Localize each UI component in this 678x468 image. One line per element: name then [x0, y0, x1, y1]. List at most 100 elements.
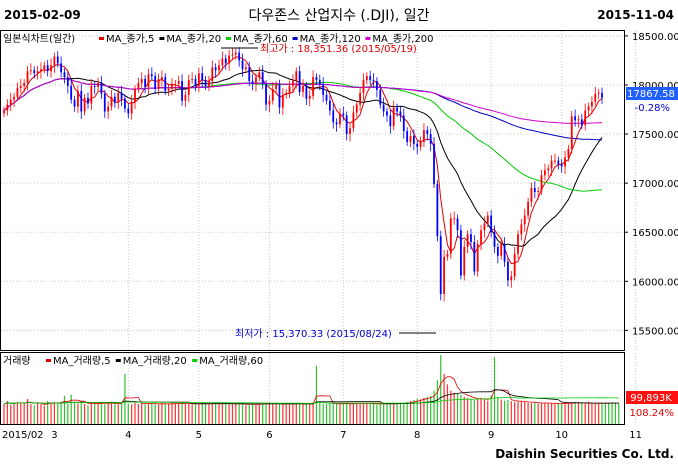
volume-bar — [547, 403, 549, 424]
price-panel — [0, 30, 625, 351]
candle-body — [221, 58, 224, 66]
volume-bar — [409, 401, 412, 424]
volume-bar — [456, 393, 459, 424]
candle-body — [248, 67, 251, 82]
volume-bar — [440, 355, 442, 424]
volume-bar — [530, 403, 533, 424]
low-annotation: 최저가 : 15,370.33 (2015/08/24) — [235, 328, 392, 340]
date-tick-label: 8 — [414, 430, 420, 441]
volume-bar — [372, 403, 375, 424]
candle-body — [77, 90, 79, 107]
volume-bar — [362, 403, 365, 424]
candle-body — [164, 77, 167, 91]
candle-body — [406, 131, 409, 142]
volume-bar — [309, 403, 311, 424]
candle-body — [66, 77, 69, 86]
candle-body — [409, 136, 412, 142]
candle-body — [322, 84, 325, 95]
candle-body — [53, 56, 56, 66]
candle-body — [352, 112, 355, 129]
candle-body — [312, 77, 314, 96]
volume-bar — [433, 390, 435, 424]
volume-bar — [6, 401, 8, 424]
volume-bar — [67, 403, 69, 424]
volume-bar — [97, 403, 99, 424]
volume-current: 99,893K — [630, 393, 672, 404]
volume-bar — [322, 403, 324, 424]
legend-item: MA_종가,20 — [166, 33, 221, 45]
candle-body — [396, 107, 398, 112]
candle-body — [238, 52, 241, 61]
volume-bar — [544, 402, 546, 424]
volume-bar — [399, 402, 402, 424]
candle-body — [490, 215, 493, 233]
candle-body — [453, 218, 456, 220]
volume-bar — [33, 405, 35, 424]
candle-body — [120, 92, 123, 99]
volume-bar — [369, 403, 371, 424]
volume-bar — [154, 403, 156, 424]
candle-body — [547, 168, 550, 171]
candle-body — [574, 116, 577, 121]
volume-bar — [208, 404, 210, 424]
candle-body — [325, 94, 328, 101]
volume-bar — [564, 402, 566, 424]
volume-bar — [141, 403, 143, 424]
volume-bar — [161, 403, 163, 424]
price-tick-label: 17500.00 — [632, 130, 678, 141]
candle-body — [537, 190, 540, 192]
candle-body — [90, 85, 93, 104]
volume-bar — [520, 401, 522, 424]
volume-bar — [332, 403, 334, 424]
volume-legend-item: MA_거래량,60 — [199, 355, 263, 367]
price-tick-label: 16500.00 — [632, 228, 678, 239]
candle-body — [433, 143, 435, 185]
date-tick-label: 5 — [196, 430, 202, 441]
candle-body — [271, 88, 274, 101]
volume-bar — [446, 384, 449, 424]
volume-bar — [278, 404, 281, 424]
volume-bar — [225, 403, 227, 424]
candle-body — [597, 92, 600, 94]
volume-bar — [423, 397, 425, 424]
volume-bar — [453, 392, 455, 424]
volume-bar — [396, 403, 398, 424]
candle-body — [540, 175, 543, 191]
candle-body — [399, 111, 402, 116]
candle-body — [328, 100, 331, 111]
candle-body — [423, 130, 425, 142]
candle-body — [332, 110, 335, 123]
volume-bar — [356, 402, 358, 424]
candle-body — [244, 67, 247, 70]
volume-bar — [460, 394, 462, 424]
candle-body — [533, 188, 536, 192]
candle-body — [224, 58, 227, 64]
candle-body — [113, 96, 116, 103]
volume-bar — [40, 403, 42, 424]
volume-bar — [235, 403, 237, 424]
volume-bar — [87, 405, 89, 424]
candle-body — [379, 89, 382, 105]
candle-body — [43, 65, 46, 70]
price-tick-label: 18500.00 — [632, 32, 678, 43]
volume-bar — [342, 404, 344, 424]
volume-bar — [389, 403, 391, 424]
candle-body — [580, 119, 583, 126]
volume-bar — [366, 403, 368, 424]
candle-body — [402, 115, 405, 132]
candle-body — [513, 253, 516, 277]
volume-bar — [584, 403, 586, 424]
candle-body — [463, 246, 466, 276]
volume-bar — [3, 404, 5, 424]
candle-body — [335, 122, 338, 125]
volume-bar — [335, 403, 338, 424]
candle-body — [426, 130, 429, 135]
candle-body — [520, 224, 523, 235]
volume-bar — [120, 403, 123, 424]
volume-bar — [554, 403, 556, 424]
volume-bar — [201, 403, 203, 424]
volume-bar — [171, 403, 173, 424]
volume-bar — [164, 404, 166, 424]
candle-body — [305, 85, 308, 99]
